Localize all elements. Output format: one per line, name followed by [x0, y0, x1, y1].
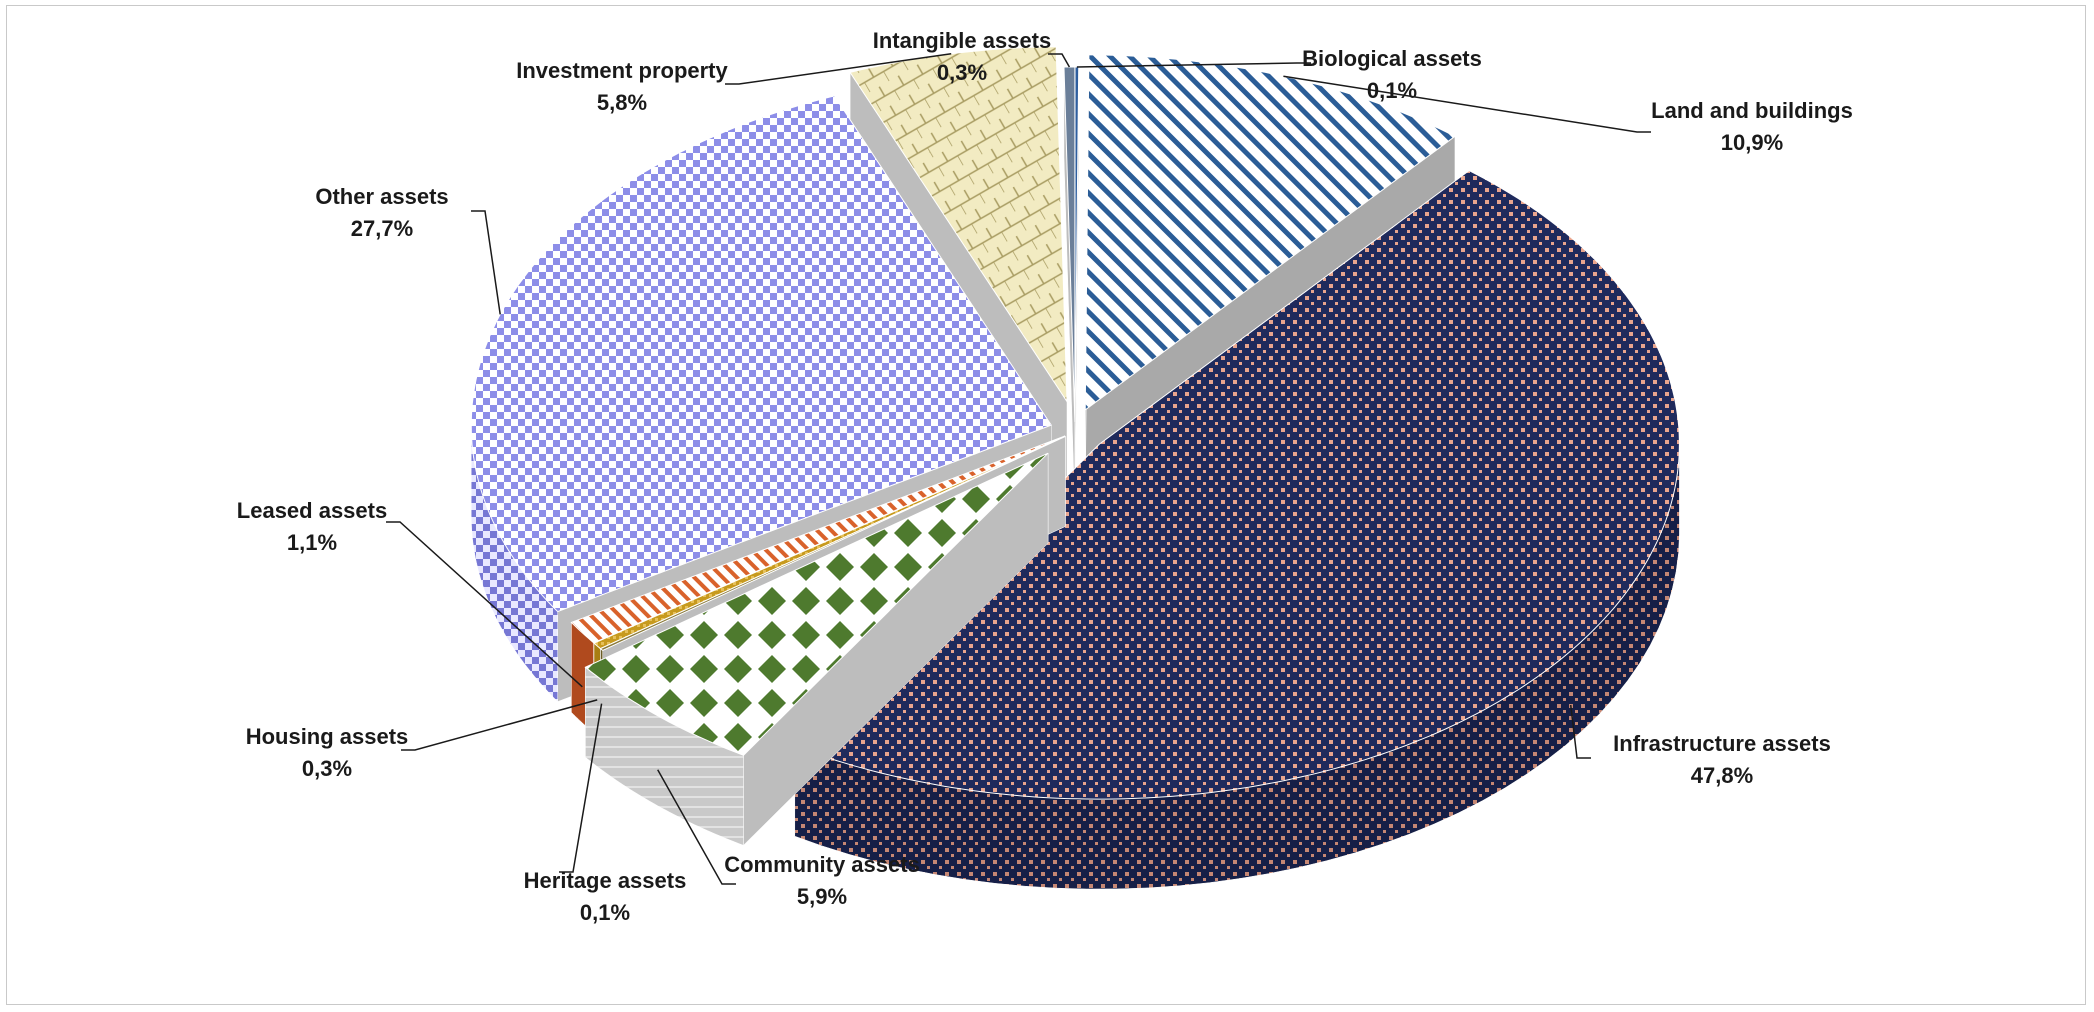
leader-line-biological-assets [1076, 62, 1311, 68]
slice-top-leased-assets [570, 435, 1066, 644]
label-name-intangible-assets: Intangible assets [873, 28, 1052, 53]
data-labels: Biological assets 0,1% Land and buildings 1… [237, 28, 1853, 925]
leader-line-intangible-assets [1048, 53, 1071, 68]
label-value-housing-assets: 0,3% [302, 756, 352, 781]
slice-community-assets [584, 452, 1049, 846]
label-value-land-and-buildings: 10,9% [1721, 130, 1783, 155]
label-value-leased-assets: 1,1% [287, 530, 337, 555]
leader-line-community-assets [657, 769, 736, 885]
label-name-heritage-assets: Heritage assets [524, 868, 687, 893]
label-value-community-assets: 5,9% [797, 884, 847, 909]
slice-top-heritage-assets [599, 435, 1066, 651]
label-value-biological-assets: 0,1% [1367, 78, 1417, 103]
label-name-housing-assets: Housing assets [246, 724, 409, 749]
pie-slices [470, 46, 1680, 890]
label-value-intangible-assets: 0,3% [937, 60, 987, 85]
label-value-infrastructure-assets: 47,8% [1691, 763, 1753, 788]
leader-line-infrastructure-assets [1569, 704, 1591, 759]
label-name-leased-assets: Leased assets [237, 498, 387, 523]
label-name-land-and-buildings: Land and buildings [1651, 98, 1853, 123]
slice-top-community-assets [584, 452, 1049, 756]
slice-top-biological-assets [1074, 66, 1080, 423]
leader-line-leased-assets [386, 521, 583, 688]
label-name-investment-property: Investment property [516, 58, 728, 83]
leader-line-other-assets [471, 210, 501, 315]
leader-line-investment-property [725, 53, 952, 85]
leader-lines [386, 53, 1651, 885]
leader-line-land-and-buildings [1283, 75, 1651, 133]
slice-top-housing-assets [593, 435, 1066, 650]
slice-top-infrastructure-assets [793, 170, 1680, 800]
label-value-heritage-assets: 0,1% [580, 900, 630, 925]
label-name-other-assets: Other assets [315, 184, 448, 209]
label-name-community-assets: Community assets [724, 852, 920, 877]
label-value-other-assets: 27,7% [351, 216, 413, 241]
label-value-investment-property: 5,8% [597, 90, 647, 115]
label-name-infrastructure-assets: Infrastructure assets [1613, 731, 1831, 756]
label-name-biological-assets: Biological assets [1302, 46, 1482, 71]
chart-frame: Biological assets 0,1% Land and buildings 1… [6, 5, 2086, 1005]
pie-chart: Biological assets 0,1% Land and buildings 1… [237, 28, 1853, 925]
slice-biological-assets [1074, 66, 1080, 513]
leader-line-heritage-assets [559, 703, 603, 873]
leader-line-housing-assets [401, 699, 598, 751]
slice-intangible-assets [1063, 66, 1076, 513]
